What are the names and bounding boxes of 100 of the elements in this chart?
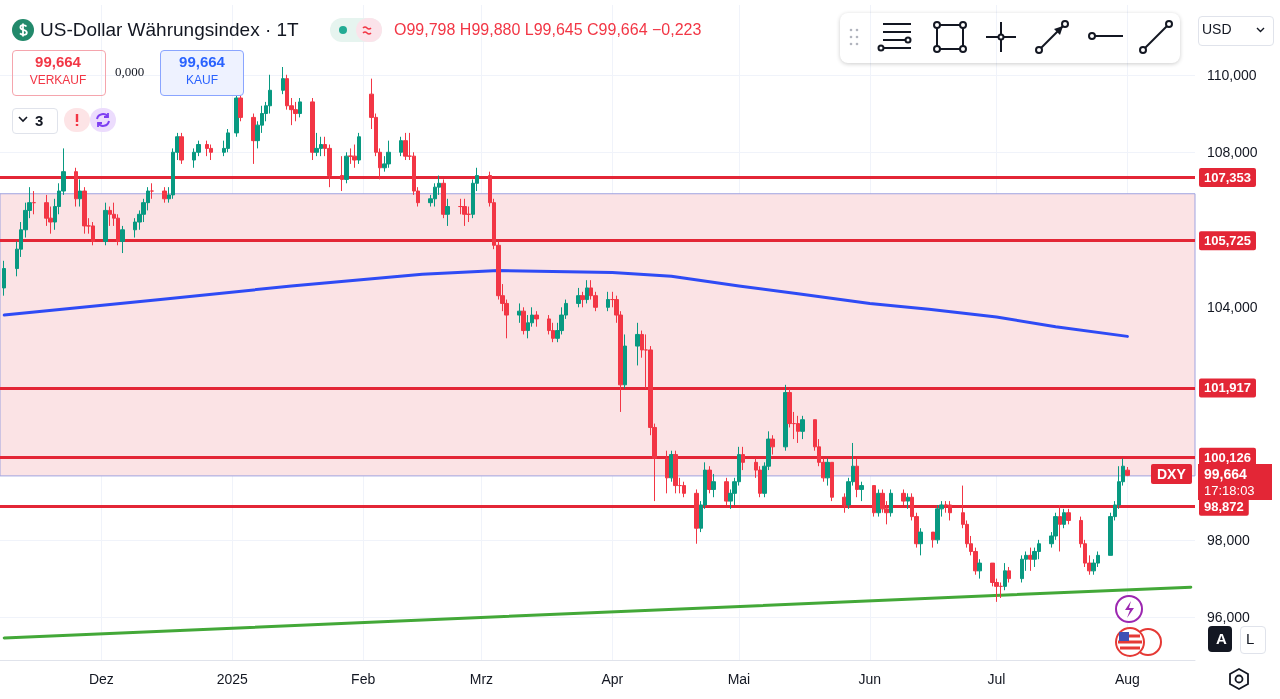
- candlestick: [585, 279, 589, 304]
- candlestick: [534, 310, 539, 328]
- text: USD: [1202, 21, 1232, 37]
- x-tick-label: Jul: [987, 671, 1006, 687]
- candlestick: [1003, 562, 1007, 591]
- candlestick: [842, 492, 847, 514]
- y-tick-label: 104,000: [1207, 299, 1258, 316]
- y-tick-label: 96,000: [1207, 609, 1251, 626]
- candlestick: [682, 481, 686, 498]
- candlestick: [293, 101, 298, 122]
- candlestick: [796, 415, 800, 444]
- candlestick: [445, 198, 450, 227]
- candlestick: [150, 182, 154, 200]
- text: L: [1246, 630, 1255, 647]
- annotation: 99,664: [178, 53, 226, 70]
- candlestick: [830, 461, 834, 502]
- candlestick: [517, 302, 522, 324]
- candlestick: [234, 93, 239, 138]
- candlestick: [935, 504, 940, 545]
- annotation: 3: [35, 112, 44, 129]
- candlestick: [906, 492, 910, 510]
- candlestick: [800, 415, 805, 440]
- candlestick: [825, 457, 830, 487]
- candlestick: [1125, 466, 1130, 477]
- x-tick-label: Feb: [351, 671, 376, 687]
- candlestick: [348, 147, 353, 165]
- candlestick: [298, 97, 302, 118]
- candlestick: [1066, 508, 1071, 525]
- candlestick: [1062, 508, 1066, 529]
- candlestick: [1028, 547, 1033, 572]
- annotation: VERKAUF: [28, 73, 88, 87]
- candlestick: [673, 450, 678, 494]
- candlestick: [623, 333, 627, 390]
- candlestick: [352, 144, 357, 169]
- candlestick: [344, 151, 349, 184]
- candlestick: [108, 206, 112, 227]
- candlestick: [209, 144, 213, 161]
- candlestick: [1007, 566, 1011, 583]
- candlestick: [948, 500, 952, 521]
- x-tick-label: Mai: [727, 671, 751, 687]
- x-tick-label: Dez: [88, 671, 114, 687]
- candlestick: [855, 457, 859, 498]
- annotation: KAUF: [185, 73, 219, 87]
- candlestick: [32, 190, 36, 215]
- x-tick-label: Aug: [1114, 671, 1140, 687]
- candlestick: [441, 178, 446, 219]
- text: US-Dollar Währungsindex · 1T: [40, 19, 299, 41]
- x-tick-label: 2025: [216, 671, 249, 687]
- candlestick: [205, 140, 209, 157]
- candlestick: [741, 446, 745, 471]
- ref-line-label: 101,917: [1204, 380, 1251, 396]
- text: A: [1216, 630, 1227, 647]
- candlestick: [251, 113, 256, 165]
- candlestick: [74, 167, 78, 208]
- y-tick-label: 98,000: [1207, 531, 1251, 548]
- candlestick: [226, 128, 230, 153]
- candlestick: [1020, 554, 1024, 583]
- candlestick: [635, 322, 640, 366]
- candlestick: [340, 155, 344, 192]
- candlestick: [521, 306, 526, 335]
- candlestick: [2, 260, 6, 297]
- candlestick: [78, 178, 82, 208]
- candlestick: [770, 434, 775, 456]
- x-tick-label: Jun: [858, 671, 882, 687]
- candlestick: [103, 202, 108, 246]
- candlestick: [580, 291, 585, 308]
- candlestick: [859, 481, 864, 502]
- candlestick: [694, 488, 699, 545]
- line-series: [2, 268, 1129, 338]
- candlestick: [931, 531, 935, 549]
- candlestick: [707, 465, 712, 494]
- x-tick-label: Mrz: [469, 671, 494, 687]
- candlestick: [310, 97, 315, 161]
- candlestick: [162, 186, 167, 204]
- candlestick: [889, 488, 893, 518]
- candlestick: [901, 488, 906, 506]
- candlestick: [606, 291, 610, 312]
- candlestick: [91, 221, 95, 246]
- candlestick: [281, 66, 285, 95]
- candlestick: [179, 132, 184, 165]
- ref-line-label: 107,353: [1204, 169, 1251, 185]
- candlestick: [665, 450, 669, 494]
- annotation: 0,000: [115, 64, 145, 80]
- candlestick: [711, 473, 716, 498]
- text: 17:18:03: [1198, 482, 1272, 501]
- text: 99,664: [1198, 464, 1272, 483]
- candlestick: [238, 93, 243, 122]
- candlestick: [724, 477, 729, 506]
- ref-line-label: 100,126: [1204, 449, 1251, 465]
- y-tick-label: 108,000: [1207, 144, 1258, 161]
- candlestick: [1058, 504, 1062, 552]
- annotation: DXY: [1151, 464, 1192, 485]
- x-tick-label: Apr: [601, 671, 624, 687]
- y-tick-label: 110,000: [1207, 66, 1257, 83]
- candlestick: [120, 225, 125, 254]
- candlestick: [872, 485, 876, 518]
- ref-line-label: 105,725: [1204, 233, 1251, 249]
- candlestick: [977, 558, 982, 580]
- ref-line-label: 98,872: [1204, 498, 1244, 514]
- candlestick: [386, 140, 391, 169]
